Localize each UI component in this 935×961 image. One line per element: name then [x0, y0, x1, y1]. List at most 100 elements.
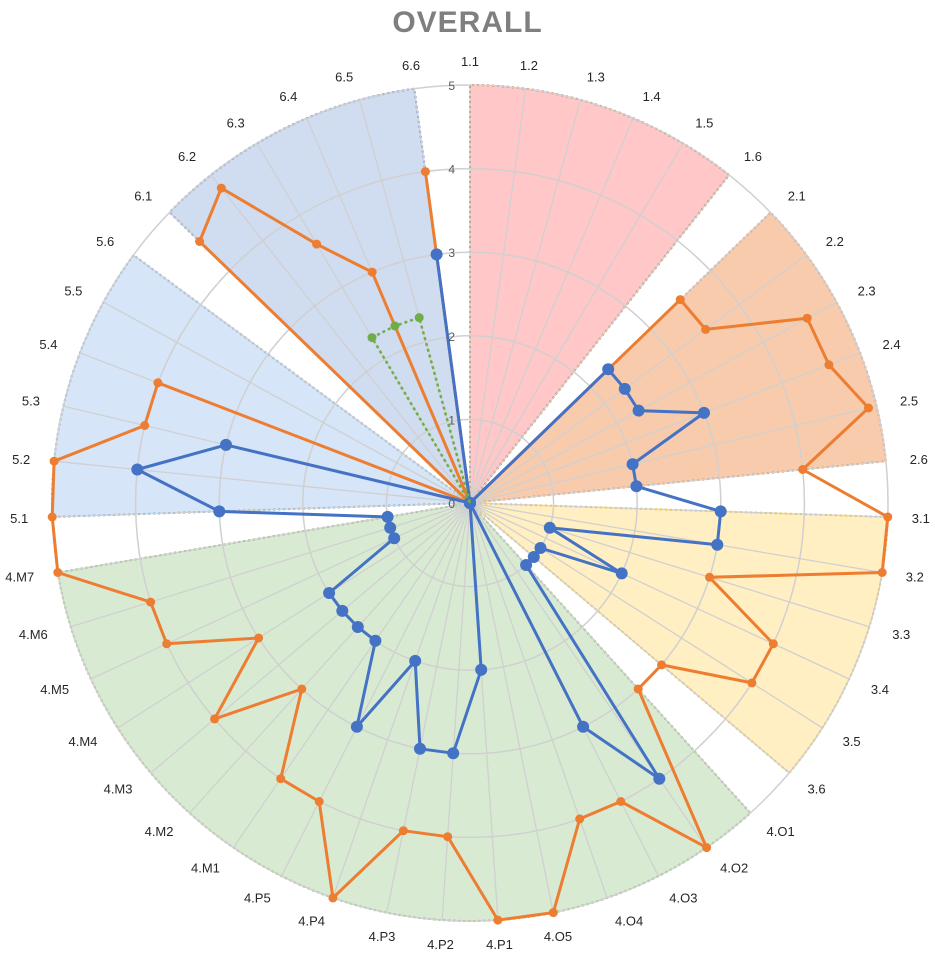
category-label: 5.6 — [96, 234, 114, 249]
category-label: 3.3 — [892, 627, 910, 642]
category-label: 5.2 — [12, 452, 30, 467]
category-label: 4.P2 — [427, 937, 454, 952]
grid-spoke — [232, 502, 471, 848]
grid-spoke — [210, 174, 471, 504]
series-2-point — [430, 248, 443, 261]
category-label: 2.2 — [826, 234, 844, 249]
series-2-point — [527, 551, 540, 563]
grid-spoke — [90, 502, 471, 680]
series-line-1 — [50, 170, 890, 922]
category-label: 4.P5 — [244, 891, 271, 906]
grid-spoke — [117, 502, 471, 729]
series-2-point — [414, 742, 426, 755]
series-2-point — [615, 567, 628, 580]
grid-spoke — [386, 502, 471, 913]
series-2-point — [630, 480, 643, 493]
series-1-point — [162, 639, 172, 649]
grid-spoke — [469, 174, 730, 504]
grid-spoke — [469, 502, 883, 574]
series-1-point — [312, 239, 322, 249]
series-1-point — [616, 797, 626, 806]
category-label: 4.O5 — [544, 929, 572, 944]
grid-spoke — [54, 460, 471, 504]
category-label: 4.O1 — [767, 824, 795, 839]
series-3-point — [414, 313, 424, 323]
series-2-point — [409, 654, 422, 667]
category-label: 4.P3 — [369, 929, 396, 944]
radial-tick-label: 3 — [448, 246, 455, 260]
grid-spoke — [469, 352, 861, 504]
category-label: 1.1 — [461, 54, 479, 69]
category-label: 5.4 — [39, 337, 57, 352]
grid-spoke — [469, 405, 877, 504]
category-label: 3.1 — [912, 511, 930, 526]
category-label: 2.4 — [883, 337, 901, 352]
series-1-point — [657, 660, 666, 670]
category-label: 4.M2 — [145, 824, 174, 839]
category-label: 6.1 — [134, 189, 152, 204]
series-2-point — [388, 532, 401, 545]
series-2-point — [384, 521, 397, 534]
series-2-point — [698, 406, 710, 419]
series-1-point — [47, 512, 57, 522]
series-2-point — [626, 458, 639, 471]
chart-title: OVERALL — [392, 6, 543, 39]
category-label: 4.O2 — [720, 860, 748, 875]
series-1-point — [398, 826, 408, 836]
series-1-point — [216, 183, 226, 193]
sector-band-6 — [168, 87, 472, 506]
grid-spoke — [70, 502, 471, 628]
category-labels: 1.1 1.2 1.3 1.4 1.5 1.6 2.1 2.2 2.3 2.4 2.5 2.6 3.1 3… — [5, 54, 930, 952]
grid-spoke — [469, 502, 823, 729]
grid-spoke — [256, 143, 471, 504]
series-1-point — [153, 378, 163, 388]
series-1-point — [705, 572, 714, 582]
grid-spoke — [133, 254, 471, 504]
category-label: 4.M1 — [191, 860, 220, 875]
grid-spoke — [469, 99, 582, 504]
series-2-point — [220, 438, 232, 451]
series-2-point — [131, 463, 144, 476]
grid-spoke — [332, 502, 471, 899]
category-label: 2.3 — [858, 284, 876, 299]
category-label: 6.2 — [178, 149, 196, 164]
category-label: 4.M6 — [19, 627, 48, 642]
category-label: 4.O3 — [669, 891, 697, 906]
series-1-point — [768, 639, 778, 649]
series-1-point — [548, 908, 558, 918]
series-1-point — [883, 512, 893, 522]
series-2-point — [323, 587, 336, 599]
series-1-point — [747, 678, 757, 688]
sector-band-5 — [50, 253, 473, 519]
series-layer — [47, 167, 893, 925]
series-1-point — [195, 237, 205, 246]
grid-spoke — [469, 301, 837, 504]
category-label: 3.4 — [871, 682, 889, 697]
series-1-point — [254, 633, 264, 643]
series-1-point — [276, 774, 286, 784]
series-3-point — [390, 321, 400, 331]
series-2-point — [381, 510, 394, 523]
grid-spoke — [469, 502, 608, 899]
sector-band-1 — [469, 83, 731, 506]
series-2-point — [577, 720, 590, 733]
radial-tick-label: 2 — [448, 330, 455, 344]
grid-spoke — [469, 143, 684, 504]
series-1-point — [633, 684, 643, 694]
radial-tick-label: 1 — [448, 413, 455, 427]
series-1-point — [575, 814, 585, 824]
series-1-point — [864, 403, 873, 413]
category-label: 1.5 — [695, 116, 713, 131]
category-label: 5.3 — [22, 394, 40, 409]
series-1-point — [328, 893, 338, 903]
series-1-point — [798, 465, 808, 474]
series-2-point — [351, 621, 364, 633]
category-label: 4.P4 — [298, 914, 325, 929]
grid-spoke — [469, 502, 888, 518]
category-label: 4.M7 — [5, 570, 34, 585]
series-1-point — [146, 597, 156, 607]
grid-spoke — [469, 502, 751, 814]
grid-spoke — [103, 301, 471, 504]
